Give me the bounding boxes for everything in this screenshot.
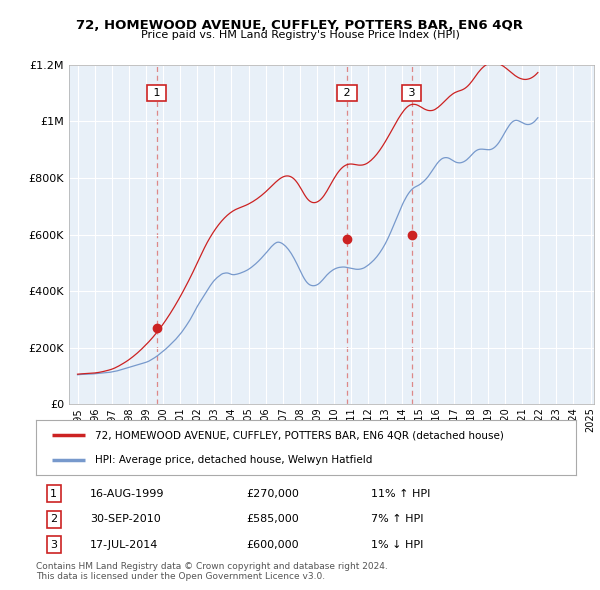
Text: Contains HM Land Registry data © Crown copyright and database right 2024.: Contains HM Land Registry data © Crown c…	[36, 562, 388, 571]
Text: £600,000: £600,000	[247, 539, 299, 549]
Text: 72, HOMEWOOD AVENUE, CUFFLEY, POTTERS BAR, EN6 4QR (detached house): 72, HOMEWOOD AVENUE, CUFFLEY, POTTERS BA…	[95, 431, 504, 441]
Text: 30-SEP-2010: 30-SEP-2010	[90, 514, 161, 524]
Text: 72, HOMEWOOD AVENUE, CUFFLEY, POTTERS BAR, EN6 4QR: 72, HOMEWOOD AVENUE, CUFFLEY, POTTERS BA…	[77, 19, 523, 32]
Text: 1: 1	[50, 489, 58, 499]
Text: £585,000: £585,000	[247, 514, 299, 524]
Text: This data is licensed under the Open Government Licence v3.0.: This data is licensed under the Open Gov…	[36, 572, 325, 581]
Text: 11% ↑ HPI: 11% ↑ HPI	[371, 489, 430, 499]
Text: 3: 3	[405, 88, 419, 98]
Text: Price paid vs. HM Land Registry's House Price Index (HPI): Price paid vs. HM Land Registry's House …	[140, 30, 460, 40]
Text: 16-AUG-1999: 16-AUG-1999	[90, 489, 164, 499]
Text: 7% ↑ HPI: 7% ↑ HPI	[371, 514, 424, 524]
Text: £270,000: £270,000	[247, 489, 299, 499]
Text: HPI: Average price, detached house, Welwyn Hatfield: HPI: Average price, detached house, Welw…	[95, 454, 373, 464]
Text: 1% ↓ HPI: 1% ↓ HPI	[371, 539, 423, 549]
Text: 2: 2	[50, 514, 58, 524]
Text: 17-JUL-2014: 17-JUL-2014	[90, 539, 158, 549]
Text: 2: 2	[340, 88, 354, 98]
Text: 3: 3	[50, 539, 58, 549]
Text: 1: 1	[149, 88, 164, 98]
